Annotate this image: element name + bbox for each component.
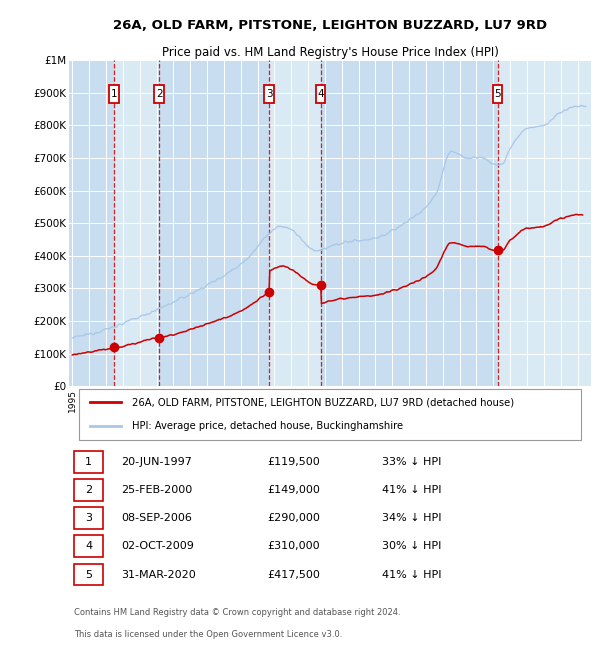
- Text: Price paid vs. HM Land Registry's House Price Index (HPI): Price paid vs. HM Land Registry's House …: [161, 46, 499, 58]
- FancyBboxPatch shape: [74, 536, 103, 557]
- FancyBboxPatch shape: [493, 85, 502, 103]
- Text: 34% ↓ HPI: 34% ↓ HPI: [382, 513, 442, 523]
- Text: 2: 2: [85, 485, 92, 495]
- FancyBboxPatch shape: [154, 85, 164, 103]
- Text: 2: 2: [156, 90, 163, 99]
- Text: 08-SEP-2006: 08-SEP-2006: [121, 513, 192, 523]
- Text: £417,500: £417,500: [268, 569, 320, 580]
- FancyBboxPatch shape: [74, 450, 103, 473]
- Text: 25-FEB-2000: 25-FEB-2000: [121, 485, 193, 495]
- Text: 31-MAR-2020: 31-MAR-2020: [121, 569, 196, 580]
- FancyBboxPatch shape: [265, 85, 274, 103]
- Bar: [497, 60, 591, 386]
- Text: 3: 3: [85, 513, 92, 523]
- Text: 4: 4: [85, 541, 92, 551]
- Text: 3: 3: [266, 90, 272, 99]
- Text: 33% ↓ HPI: 33% ↓ HPI: [382, 456, 442, 467]
- Text: £119,500: £119,500: [268, 456, 320, 467]
- Bar: [159, 60, 269, 386]
- Text: 5: 5: [494, 90, 501, 99]
- Text: 41% ↓ HPI: 41% ↓ HPI: [382, 485, 442, 495]
- Text: 4: 4: [317, 90, 324, 99]
- Text: 41% ↓ HPI: 41% ↓ HPI: [382, 569, 442, 580]
- FancyBboxPatch shape: [74, 564, 103, 586]
- Text: 30% ↓ HPI: 30% ↓ HPI: [382, 541, 442, 551]
- Bar: [269, 60, 321, 386]
- FancyBboxPatch shape: [74, 507, 103, 529]
- Text: This data is licensed under the Open Government Licence v3.0.: This data is licensed under the Open Gov…: [74, 630, 343, 639]
- FancyBboxPatch shape: [79, 389, 581, 440]
- FancyBboxPatch shape: [109, 85, 119, 103]
- Text: £310,000: £310,000: [268, 541, 320, 551]
- Text: Contains HM Land Registry data © Crown copyright and database right 2024.: Contains HM Land Registry data © Crown c…: [74, 608, 401, 618]
- Text: 1: 1: [110, 90, 117, 99]
- Text: 1: 1: [85, 456, 92, 467]
- FancyBboxPatch shape: [316, 85, 325, 103]
- Text: £290,000: £290,000: [268, 513, 320, 523]
- Text: 26A, OLD FARM, PITSTONE, LEIGHTON BUZZARD, LU7 9RD (detached house): 26A, OLD FARM, PITSTONE, LEIGHTON BUZZAR…: [131, 397, 514, 407]
- Text: 02-OCT-2009: 02-OCT-2009: [121, 541, 194, 551]
- Bar: [114, 60, 159, 386]
- Text: 20-JUN-1997: 20-JUN-1997: [121, 456, 192, 467]
- Bar: [321, 60, 497, 386]
- Text: 26A, OLD FARM, PITSTONE, LEIGHTON BUZZARD, LU7 9RD: 26A, OLD FARM, PITSTONE, LEIGHTON BUZZAR…: [113, 20, 547, 32]
- Bar: [69, 60, 114, 386]
- Text: £149,000: £149,000: [268, 485, 320, 495]
- FancyBboxPatch shape: [74, 479, 103, 501]
- Text: 5: 5: [85, 569, 92, 580]
- Text: HPI: Average price, detached house, Buckinghamshire: HPI: Average price, detached house, Buck…: [131, 421, 403, 431]
